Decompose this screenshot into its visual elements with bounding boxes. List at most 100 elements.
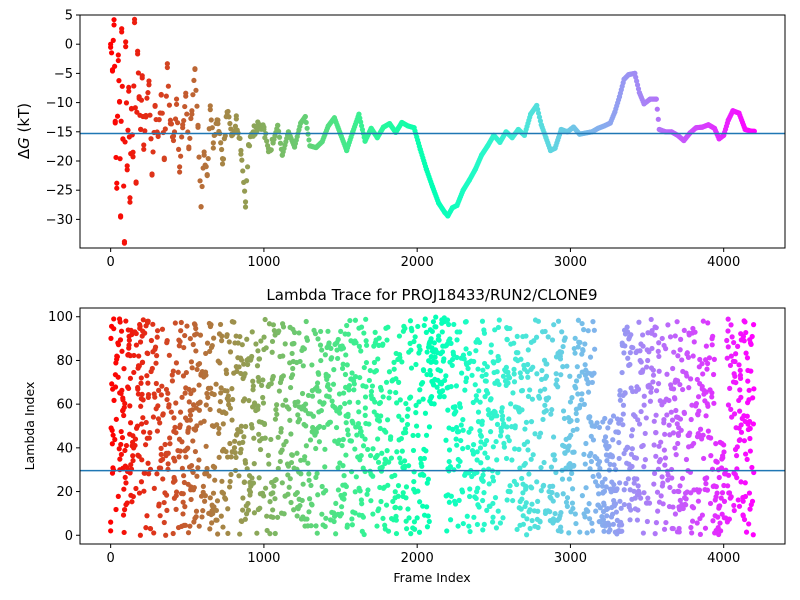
lambda-point [676,529,682,535]
lambda-point [750,395,756,401]
lambda-point [517,370,523,376]
lambda-point [225,397,232,404]
lambda-point [108,335,114,341]
lambda-point [532,431,538,437]
lambda-point [380,515,386,522]
lambda-point [736,503,743,509]
lambda-point [121,507,128,513]
delta-g-point [163,93,169,99]
lambda-point [450,426,456,432]
lambda-point [167,441,173,447]
lambda-point [720,455,726,461]
lambda-point [347,317,353,324]
lambda-point [526,471,532,477]
lambda-point [322,523,328,530]
lambda-point [113,416,119,422]
lambda-point [251,400,258,406]
lambda-point [494,369,500,375]
lambda-point [383,429,389,435]
delta-g-point [442,209,448,215]
lambda-point [131,445,137,451]
delta-g-point [108,50,115,56]
lambda-ytick-label: 40 [56,441,73,456]
lambda-point [563,499,570,505]
lambda-point [648,316,654,323]
lambda-point [242,516,248,522]
lambda-point [655,348,661,354]
lambda-point [419,379,426,386]
lambda-point [402,426,408,432]
delta-g-point [178,153,184,159]
lambda-point [535,498,541,504]
delta-g-point [240,168,246,174]
lambda-point [522,426,528,432]
lambda-point [274,411,280,417]
lambda-point [580,348,586,354]
lambda-point [201,418,207,424]
lambda-point [558,510,564,516]
lambda-point [374,452,380,459]
lambda-point [703,343,709,349]
lambda-point [529,485,535,491]
lambda-point [147,526,154,532]
lambda-point [228,471,234,478]
lambda-point [555,384,561,390]
lambda-point [367,367,373,374]
delta-g-point [527,111,534,117]
lambda-point [342,400,348,407]
lambda-point [312,331,319,337]
delta-g-point [114,185,120,191]
lambda-point [485,390,491,396]
lambda-point [477,428,483,434]
lambda-point [473,495,479,502]
lambda-point [256,356,263,362]
lambda-point [624,324,630,330]
lambda-point [139,421,145,427]
lambda-point [460,446,466,452]
lambda-point [158,451,164,458]
delta-g-point [179,134,185,140]
lambda-point [431,401,437,407]
delta-g-point [127,195,133,201]
lambda-point [121,412,127,419]
lambda-point [566,443,572,449]
lambda-point [376,418,383,424]
lambda-point [453,424,460,431]
delta-g-y-ticks: 50−5−10−15−20−25−30 [46,9,80,228]
lambda-point [588,450,594,457]
lambda-point [397,505,403,511]
lambda-point [214,422,220,428]
lambda-point [634,517,641,523]
delta-g-point [699,124,705,130]
lambda-point [537,519,543,525]
lambda-point [667,334,674,340]
lambda-point [456,428,462,435]
lambda-point [519,407,525,413]
lambda-point [370,446,376,452]
lambda-point [139,391,145,397]
lambda-point [177,409,184,415]
lambda-point [540,416,546,423]
lambda-point [341,390,347,396]
lambda-point [262,316,268,323]
lambda-point [586,516,593,522]
delta-g-ytick-label: 5 [65,9,73,24]
lambda-point [215,531,221,537]
lambda-point [136,363,142,369]
lambda-point [627,350,633,356]
lambda-point [292,402,298,409]
lambda-point [615,429,622,436]
lambda-point [677,497,683,503]
lambda-point [623,480,629,486]
lambda-point [592,346,598,352]
delta-g-x-ticks: 0 1000 2000 3000 4000 [107,248,740,270]
lambda-point [202,493,208,499]
lambda-point [589,528,596,534]
lambda-point [422,410,429,416]
lambda-point [476,504,482,510]
lambda-point [260,400,267,406]
lambda-point [352,446,358,452]
lambda-point [218,513,224,519]
lambda-point [197,399,203,405]
lambda-point [586,379,592,386]
